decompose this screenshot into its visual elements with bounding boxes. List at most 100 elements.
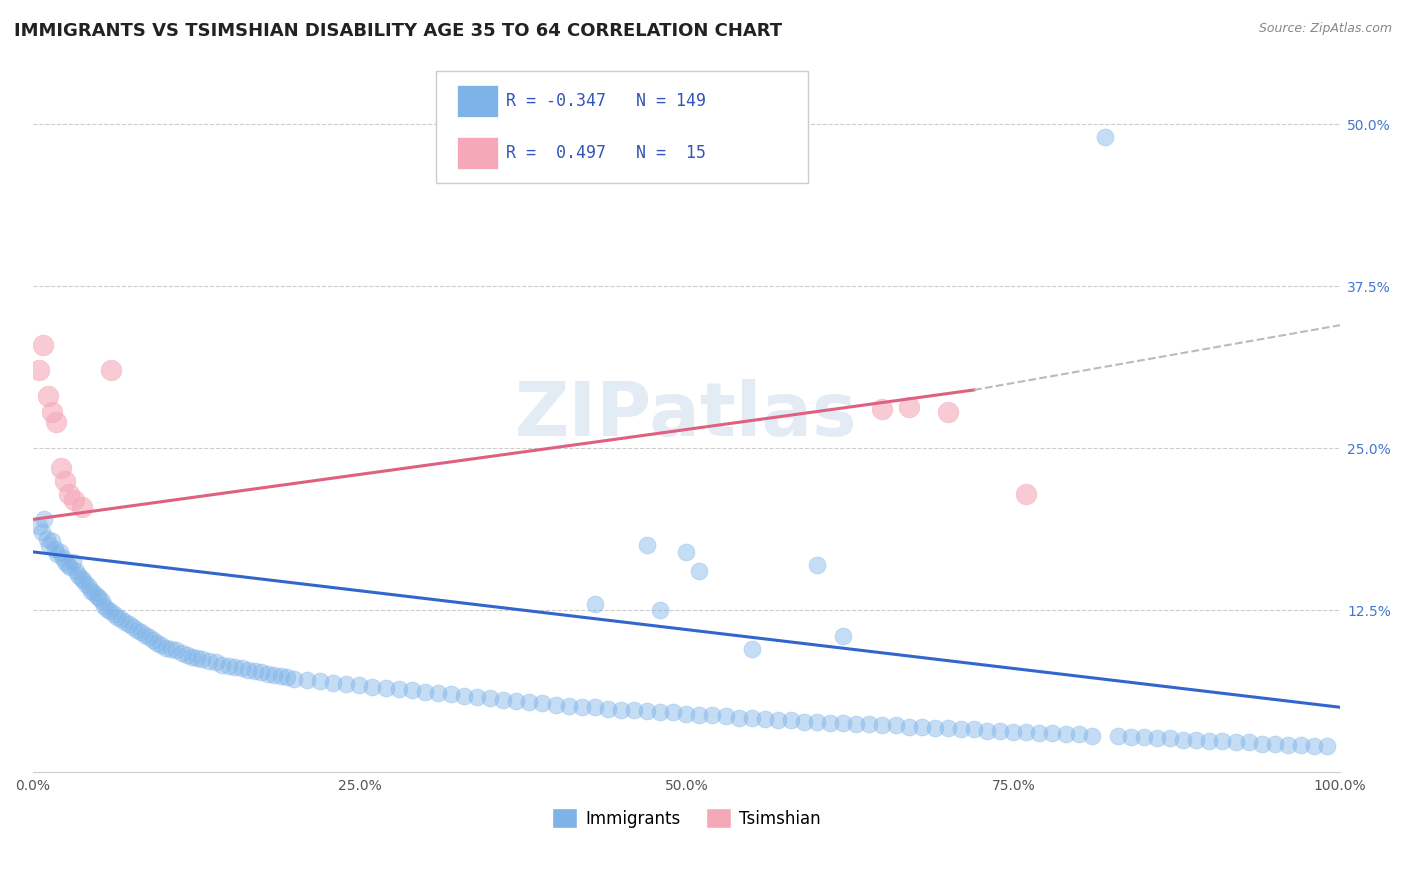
Point — [519, 695, 541, 709]
Point — [160, 642, 183, 657]
Point — [897, 400, 920, 414]
Point — [41, 405, 63, 419]
Point — [86, 589, 108, 603]
Legend: Immigrants, Tsimshian: Immigrants, Tsimshian — [546, 801, 827, 835]
Point — [610, 703, 633, 717]
Point — [361, 680, 384, 694]
Point — [77, 580, 100, 594]
Point — [388, 682, 411, 697]
Point — [988, 723, 1011, 738]
Point — [688, 564, 710, 578]
Point — [702, 708, 724, 723]
Point — [211, 657, 233, 672]
Text: ZIPatlas: ZIPatlas — [515, 379, 858, 452]
Point — [780, 713, 803, 727]
Point — [295, 673, 318, 687]
Point — [413, 684, 436, 698]
Point — [845, 717, 868, 731]
Point — [145, 635, 167, 649]
Point — [83, 586, 105, 600]
Point — [897, 720, 920, 734]
Point — [505, 694, 527, 708]
Point — [531, 697, 554, 711]
Point — [936, 405, 959, 419]
Point — [165, 643, 187, 657]
Point — [675, 545, 697, 559]
Point — [1173, 732, 1195, 747]
Point — [114, 615, 136, 629]
Point — [257, 666, 280, 681]
Point — [204, 655, 226, 669]
Point — [309, 674, 332, 689]
Point — [53, 555, 76, 569]
Point — [181, 649, 204, 664]
Point — [75, 577, 97, 591]
Point — [1002, 725, 1025, 739]
Point — [650, 706, 672, 720]
Point — [596, 701, 619, 715]
Point — [1277, 738, 1299, 752]
Point — [224, 660, 246, 674]
Point — [465, 690, 488, 704]
Point — [1054, 727, 1077, 741]
Point — [911, 720, 934, 734]
Point — [1028, 726, 1050, 740]
Point — [38, 538, 60, 552]
Point — [1015, 486, 1038, 500]
Point — [662, 706, 685, 720]
Point — [80, 583, 103, 598]
Point — [884, 718, 907, 732]
Point — [754, 712, 776, 726]
Point — [727, 711, 749, 725]
Point — [70, 500, 93, 514]
Point — [1289, 738, 1312, 752]
Point — [263, 668, 285, 682]
Text: IMMIGRANTS VS TSIMSHIAN DISABILITY AGE 35 TO 64 CORRELATION CHART: IMMIGRANTS VS TSIMSHIAN DISABILITY AGE 3… — [14, 22, 782, 40]
Point — [89, 591, 111, 606]
Point — [636, 538, 658, 552]
Point — [52, 551, 75, 566]
Point — [335, 677, 357, 691]
Point — [63, 493, 86, 508]
Point — [793, 714, 815, 729]
Text: R =  0.497   N =  15: R = 0.497 N = 15 — [506, 145, 706, 162]
Point — [1316, 739, 1339, 753]
Point — [270, 669, 292, 683]
Point — [93, 599, 115, 614]
Text: R = -0.347   N = 149: R = -0.347 N = 149 — [506, 92, 706, 110]
Point — [374, 681, 396, 695]
Point — [1159, 731, 1181, 746]
Point — [218, 658, 240, 673]
Point — [544, 698, 567, 712]
Point — [1146, 731, 1168, 746]
Point — [479, 691, 502, 706]
Point — [741, 642, 763, 657]
Point — [976, 723, 998, 738]
Point — [46, 548, 69, 562]
Point — [103, 607, 125, 621]
Point — [426, 686, 449, 700]
Point — [28, 363, 51, 377]
Point — [1185, 732, 1208, 747]
Point — [963, 723, 986, 737]
Point — [806, 558, 828, 572]
Point — [1133, 730, 1156, 744]
Point — [127, 623, 149, 637]
Point — [1067, 727, 1090, 741]
Point — [401, 683, 423, 698]
Point — [186, 651, 208, 665]
Point — [45, 415, 67, 429]
Point — [688, 708, 710, 723]
Point — [557, 698, 579, 713]
Point — [98, 604, 121, 618]
Point — [1250, 737, 1272, 751]
Point — [67, 568, 90, 582]
Point — [1225, 735, 1247, 749]
Point — [198, 654, 221, 668]
Point — [122, 620, 145, 634]
Point — [238, 663, 260, 677]
Point — [1094, 130, 1116, 145]
Point — [322, 675, 344, 690]
Text: Source: ZipAtlas.com: Source: ZipAtlas.com — [1258, 22, 1392, 36]
Point — [492, 692, 515, 706]
